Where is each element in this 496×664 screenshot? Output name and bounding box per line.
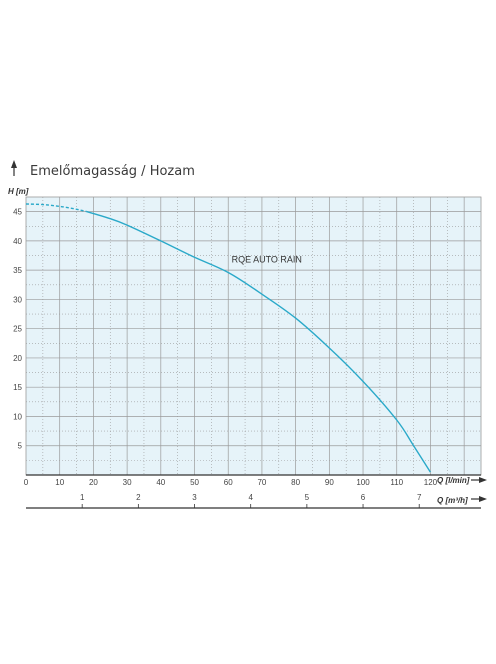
x-arrow-icon	[471, 477, 487, 483]
y-tick-label: 5	[18, 442, 23, 451]
major-gridlines	[25, 196, 482, 476]
y-tick-label: 45	[13, 208, 22, 217]
x-tick-label: 20	[89, 478, 98, 487]
x-tick-label: 0	[24, 478, 29, 487]
x-tick-label: 60	[224, 478, 233, 487]
x2-tick-label: 5	[305, 493, 310, 502]
x-axis-label: Q [l/min]	[437, 476, 470, 485]
secondary-x-axis: 1 2 3 4 5 6 7	[26, 493, 481, 509]
x2-tick-label: 1	[80, 493, 85, 502]
plot-area	[26, 197, 481, 475]
x2-arrow-icon	[471, 496, 487, 502]
x-tick-label: 40	[156, 478, 165, 487]
x-tick-label: 80	[291, 478, 300, 487]
series-line	[86, 210, 431, 473]
x2-tick-label: 4	[248, 493, 253, 502]
x2-tick-label: 7	[417, 493, 422, 502]
chart-title: Emelőmagasság / Hozam	[30, 164, 195, 179]
x2-tick-label: 3	[192, 493, 197, 502]
y-tick-label: 35	[13, 266, 22, 275]
x-tick-label: 10	[55, 478, 64, 487]
x-tick-label: 70	[257, 478, 266, 487]
minor-gridlines	[26, 197, 481, 475]
y-tick-label: 40	[13, 237, 22, 246]
x-tick-label: 90	[325, 478, 334, 487]
series-group: RQE AUTO RAIN	[25, 203, 431, 473]
series-label: RQE AUTO RAIN	[232, 255, 302, 265]
x-tick-label: 30	[123, 478, 132, 487]
series-line-dashed	[25, 203, 87, 213]
y-tick-label: 10	[13, 412, 22, 421]
x-tick-label: 110	[390, 478, 403, 487]
y-tick-labels: 5 10 15 20 25 30 35 40 45	[13, 208, 22, 451]
y-tick-label: 15	[13, 383, 22, 392]
x2-tick-label: 6	[361, 493, 366, 502]
x-tick-label: 50	[190, 478, 199, 487]
y-tick-label: 20	[13, 354, 22, 363]
x-tick-label: 120	[424, 478, 438, 487]
y-tick-label: 30	[13, 295, 22, 304]
y-tick-label: 25	[13, 325, 22, 334]
y-arrow-icon	[11, 160, 17, 176]
x-tick-labels: 0 10 20 30 40 50 60 70 80 90 100 110 120	[24, 478, 438, 487]
x2-axis-label: Q [m³/h]	[437, 496, 468, 505]
y-axis-label: H [m]	[8, 187, 29, 196]
x2-tick-label: 2	[136, 493, 141, 502]
x-tick-label: 100	[356, 478, 370, 487]
